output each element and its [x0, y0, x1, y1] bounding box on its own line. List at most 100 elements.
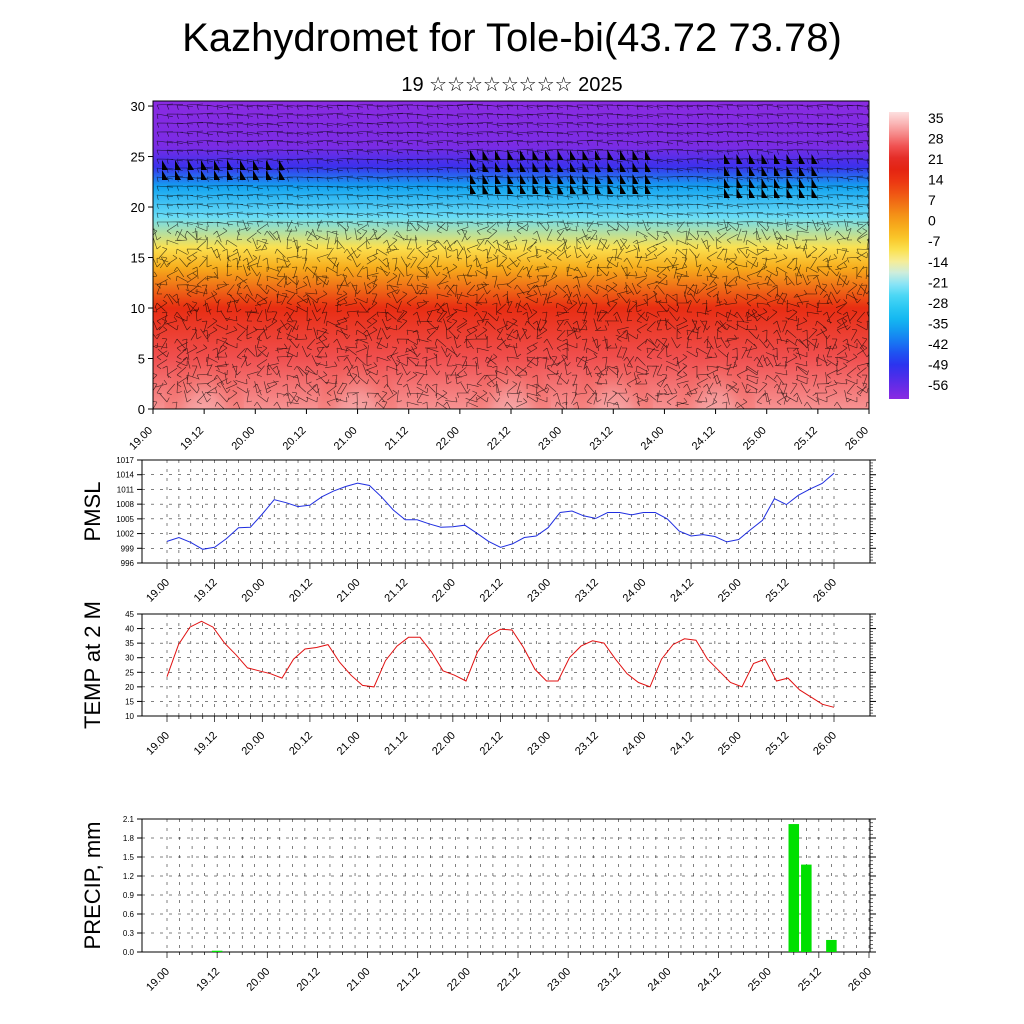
x-tick-label: 25.12	[764, 730, 792, 758]
x-tick-label: 19.12	[192, 730, 220, 758]
jet-pennant	[774, 154, 780, 164]
jet-pennant	[557, 174, 564, 184]
x-tick-label: 22.12	[478, 577, 506, 605]
y-tick-label: 35	[125, 639, 134, 648]
jet-pennant	[570, 162, 576, 172]
jet-pennant	[507, 184, 514, 194]
jet-pennant	[632, 150, 639, 160]
x-tick-label: 20.00	[239, 577, 267, 605]
x-tick-label: 20.12	[287, 577, 315, 605]
jet-pennant	[724, 154, 730, 164]
x-tick-label: 20.00	[229, 425, 257, 453]
jet-pennant	[582, 150, 589, 160]
warm-core	[164, 314, 245, 409]
y-tick-label: 1.8	[123, 834, 135, 843]
colorbar-label: 0	[928, 213, 936, 229]
colorbar-label: -28	[928, 295, 948, 311]
x-tick-label: 26.00	[843, 425, 871, 453]
jet-pennant	[761, 166, 768, 176]
x-tick-label: 20.12	[281, 425, 309, 453]
jet-pennant	[520, 150, 526, 160]
y-tick-label: 1002	[116, 530, 134, 539]
jet-pennant	[507, 174, 514, 184]
jet-pennant	[482, 162, 489, 172]
jet-pennant	[811, 166, 818, 176]
precip-bar	[801, 864, 812, 952]
x-tick-label: 21.12	[382, 577, 410, 605]
colorbar-label: -42	[928, 336, 948, 352]
x-tick-label: 24.12	[690, 425, 718, 453]
jet-pennant	[227, 160, 233, 170]
jet-pennant	[774, 178, 780, 188]
jet-pennant	[582, 184, 589, 194]
jet-pennant	[545, 174, 551, 184]
y-tick-label: 15	[131, 251, 145, 266]
x-tick-label: 20.00	[239, 730, 267, 758]
y-tick-label: 0.3	[123, 929, 135, 938]
series-line	[166, 620, 835, 708]
jet-pennant	[582, 162, 589, 172]
jet-pennant	[799, 188, 805, 198]
colorbar-label: -14	[928, 254, 948, 270]
y-tick-label: 25	[131, 150, 145, 165]
x-tick-label: 21.00	[335, 730, 363, 758]
y-tick-label: 996	[121, 559, 135, 568]
x-tick-label: 21.00	[335, 577, 363, 605]
x-tick-label: 23.12	[573, 577, 601, 605]
jet-pennant	[724, 178, 730, 188]
x-tick-label: 22.12	[495, 966, 523, 994]
jet-pennant	[532, 162, 539, 172]
x-tick-label: 20.12	[295, 966, 323, 994]
x-tick-label: 20.12	[287, 730, 315, 758]
jet-pennant	[645, 174, 651, 184]
jet-pennant	[545, 162, 551, 172]
jet-pennant	[279, 160, 285, 170]
jet-pennant	[162, 160, 168, 170]
jet-pennant	[470, 162, 476, 172]
precip-bar	[211, 950, 223, 952]
jet-pennant	[495, 150, 501, 160]
y-tick-label: 45	[125, 610, 134, 619]
x-tick-label: 21.00	[345, 966, 373, 994]
x-tick-label: 24.12	[696, 966, 724, 994]
colorbar: 35 28 21 14 7 0 -7 -14 -21 -28 -35 -42 -49 -56	[889, 110, 948, 399]
jet-pennant	[495, 184, 501, 194]
x-tick-label: 25.00	[716, 730, 744, 758]
y-axis-label: PRECIP, mm	[80, 822, 105, 950]
x-tick-label: 25.12	[792, 425, 820, 453]
jet-pennant	[266, 160, 272, 170]
jet-pennant	[470, 174, 476, 184]
colorbar-label: -35	[928, 315, 948, 331]
colorbar-fill	[889, 112, 909, 399]
y-tick-label: 1.2	[123, 872, 135, 881]
jet-pennant	[645, 150, 651, 160]
y-tick-label: 25	[125, 668, 134, 677]
x-tick-label: 25.12	[764, 577, 792, 605]
jet-pennant	[582, 174, 589, 184]
x-tick-label: 19.00	[144, 966, 172, 994]
x-tick-label: 23.00	[525, 730, 553, 758]
jet-pennant	[749, 166, 755, 176]
jet-pennant	[162, 170, 168, 180]
y-tick-label: 30	[125, 654, 134, 663]
jet-pennant	[520, 162, 526, 172]
jet-pennant	[495, 174, 501, 184]
jet-pennant	[545, 150, 551, 160]
jet-pennant	[188, 170, 194, 180]
jet-pennant	[749, 154, 755, 164]
figure-title: Kazhydromet for Tole-bi(43.72 73.78)	[182, 16, 842, 60]
precip-bar	[788, 824, 800, 952]
jet-pennant	[607, 150, 614, 160]
colorbar-label: 35	[928, 110, 944, 126]
jet-pennant	[266, 170, 272, 180]
panel-frame	[141, 613, 871, 717]
x-tick-label: 21.12	[395, 966, 423, 994]
y-tick-label: 20	[125, 683, 134, 692]
colorbar-label: -7	[928, 233, 941, 249]
colorbar-label: 21	[928, 151, 944, 167]
x-tick-label: 20.00	[244, 966, 272, 994]
jet-pennant	[620, 162, 626, 172]
x-tick-label: 21.12	[383, 425, 411, 453]
x-tick-label: 25.00	[716, 577, 744, 605]
x-tick-label: 24.00	[621, 577, 649, 605]
